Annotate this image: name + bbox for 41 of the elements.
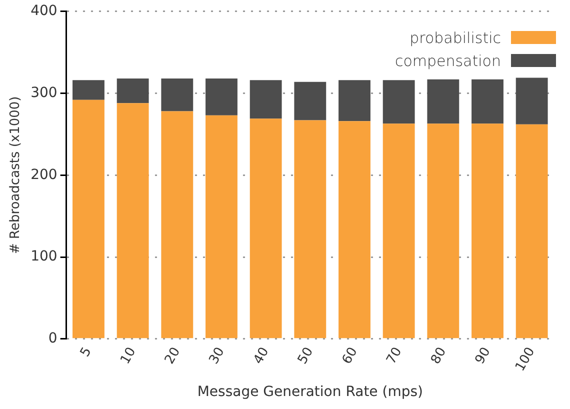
y-tick-label: 100: [30, 248, 58, 265]
bar: [294, 120, 326, 338]
bar: [427, 79, 460, 124]
legend-label: compensation: [394, 52, 501, 70]
x-tick-label: 80: [428, 345, 450, 367]
x-tick-label: 20: [162, 345, 184, 367]
legend-label: probabilistic: [410, 28, 501, 46]
bar: [161, 78, 194, 112]
bar: [382, 80, 415, 124]
y-axis-title: # Rebroadcasts (x1000): [8, 96, 24, 254]
bar: [250, 118, 282, 338]
bar: [338, 80, 370, 122]
x-tick-label: 70: [384, 345, 406, 367]
x-tick-label: 5: [78, 345, 95, 360]
bar: [516, 124, 548, 338]
bar: [206, 115, 238, 338]
x-tick-label: 50: [295, 345, 317, 367]
bar: [294, 82, 326, 120]
bar: [516, 78, 548, 124]
bar: [161, 111, 194, 338]
bar: [472, 79, 504, 124]
bar: [72, 100, 104, 338]
y-tick-label: 200: [30, 166, 58, 183]
bar: [338, 121, 370, 338]
bar: [250, 80, 282, 119]
y-tick-label: 400: [30, 3, 58, 20]
bar: [472, 124, 504, 338]
y-tick-label: 0: [48, 330, 58, 347]
bar: [206, 78, 238, 116]
bar: [116, 103, 149, 338]
bar: [382, 124, 415, 338]
bar: [427, 124, 460, 338]
x-tick-label: 40: [250, 345, 272, 367]
x-tick-label: 10: [118, 345, 140, 367]
y-tick-label: 300: [30, 84, 58, 101]
x-tick-label: 90: [472, 345, 494, 367]
x-tick-label: 60: [340, 345, 361, 367]
x-axis-title: Message Generation Rate (mps): [197, 384, 423, 400]
bar: [72, 80, 104, 100]
bar: [116, 78, 149, 104]
x-tick-label: 30: [206, 345, 228, 367]
